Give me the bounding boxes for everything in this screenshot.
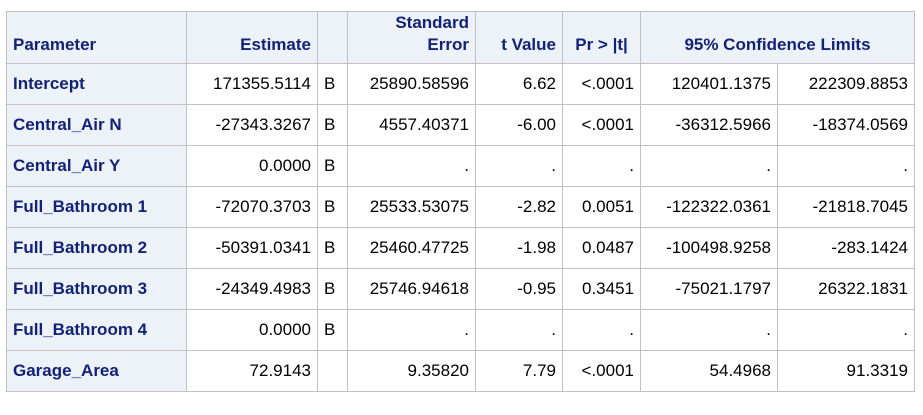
- cell-estimate: 171355.5114: [186, 63, 318, 105]
- cell-ci-lower: 120401.1375: [640, 63, 778, 105]
- header-std-error: Standard Error: [347, 11, 476, 64]
- table-row: Full_Bathroom 1 -72070.3703 B 25533.53075 -2…: [6, 186, 915, 228]
- row-parameter-label: Full_Bathroom 4: [6, 309, 187, 351]
- cell-estimate: 0.0000: [186, 309, 318, 351]
- cell-p-value: .: [562, 309, 641, 351]
- cell-estimate: -50391.0341: [186, 227, 318, 269]
- cell-t-value: -6.00: [475, 104, 563, 146]
- cell-p-value: 0.3451: [562, 268, 641, 310]
- cell-ci-upper: -283.1424: [777, 227, 915, 269]
- cell-t-value: -1.98: [475, 227, 563, 269]
- cell-std-error: 25533.53075: [347, 186, 476, 228]
- parameter-estimates-table: Parameter Estimate Standard Error t Value…: [6, 11, 915, 392]
- cell-ci-upper: -18374.0569: [777, 104, 915, 146]
- cell-std-error: .: [347, 145, 476, 187]
- cell-t-value: 6.62: [475, 63, 563, 105]
- cell-flag: B: [317, 104, 348, 146]
- header-confidence-limits: 95% Confidence Limits: [640, 11, 915, 64]
- cell-ci-upper: .: [777, 145, 915, 187]
- header-std-error-line1: Standard: [395, 13, 469, 32]
- cell-flag: B: [317, 268, 348, 310]
- cell-estimate: 0.0000: [186, 145, 318, 187]
- parameter-estimates-table-container: Parameter Estimate Standard Error t Value…: [6, 11, 915, 392]
- cell-ci-lower: 54.4968: [640, 350, 778, 392]
- cell-flag: B: [317, 227, 348, 269]
- row-parameter-label: Garage_Area: [6, 350, 187, 392]
- cell-ci-upper: -21818.7045: [777, 186, 915, 228]
- cell-p-value: 0.0487: [562, 227, 641, 269]
- header-flag: [317, 11, 348, 64]
- row-parameter-label: Full_Bathroom 3: [6, 268, 187, 310]
- cell-p-value: <.0001: [562, 104, 641, 146]
- table-row: Garage_Area 72.9143 9.35820 7.79 <.0001 54.49…: [6, 350, 915, 392]
- cell-t-value: -2.82: [475, 186, 563, 228]
- header-pr-t: Pr > |t|: [562, 11, 641, 64]
- cell-t-value: .: [475, 145, 563, 187]
- cell-p-value: <.0001: [562, 63, 641, 105]
- cell-ci-upper: .: [777, 309, 915, 351]
- cell-ci-upper: 222309.8853: [777, 63, 915, 105]
- cell-std-error: 25460.47725: [347, 227, 476, 269]
- table-row: Central_Air Y 0.0000 B.....: [6, 145, 915, 187]
- cell-ci-upper: 91.3319: [777, 350, 915, 392]
- header-parameter: Parameter: [6, 11, 187, 64]
- cell-ci-lower: -75021.1797: [640, 268, 778, 310]
- cell-std-error: 9.35820: [347, 350, 476, 392]
- table-row: Full_Bathroom 2 -50391.0341 B 25460.47725 -1…: [6, 227, 915, 269]
- cell-estimate: 72.9143: [186, 350, 318, 392]
- row-parameter-label: Full_Bathroom 2: [6, 227, 187, 269]
- row-parameter-label: Intercept: [6, 63, 187, 105]
- header-row: Parameter Estimate Standard Error t Value…: [6, 11, 915, 64]
- cell-ci-upper: 26322.1831: [777, 268, 915, 310]
- cell-p-value: .: [562, 145, 641, 187]
- table-row: Full_Bathroom 4 0.0000 B.....: [6, 309, 915, 351]
- cell-ci-lower: -100498.9258: [640, 227, 778, 269]
- cell-std-error: .: [347, 309, 476, 351]
- cell-flag: B: [317, 186, 348, 228]
- cell-ci-lower: .: [640, 145, 778, 187]
- cell-ci-lower: .: [640, 309, 778, 351]
- header-std-error-line2: Error: [427, 35, 469, 54]
- row-parameter-label: Central_Air N: [6, 104, 187, 146]
- cell-flag: [317, 350, 348, 392]
- cell-std-error: 25746.94618: [347, 268, 476, 310]
- table-row: Full_Bathroom 3 -24349.4983 B 25746.94618 -0…: [6, 268, 915, 310]
- cell-std-error: 4557.40371: [347, 104, 476, 146]
- cell-flag: B: [317, 145, 348, 187]
- cell-flag: B: [317, 309, 348, 351]
- cell-t-value: -0.95: [475, 268, 563, 310]
- cell-ci-lower: -36312.5966: [640, 104, 778, 146]
- cell-std-error: 25890.58596: [347, 63, 476, 105]
- cell-ci-lower: -122322.0361: [640, 186, 778, 228]
- cell-estimate: -27343.3267: [186, 104, 318, 146]
- cell-p-value: 0.0051: [562, 186, 641, 228]
- cell-estimate: -72070.3703: [186, 186, 318, 228]
- cell-flag: B: [317, 63, 348, 105]
- row-parameter-label: Full_Bathroom 1: [6, 186, 187, 228]
- header-t-value: t Value: [475, 11, 563, 64]
- cell-estimate: -24349.4983: [186, 268, 318, 310]
- table-row: Intercept 171355.5114 B 25890.58596 6.62 <.00…: [6, 63, 915, 105]
- cell-p-value: <.0001: [562, 350, 641, 392]
- header-estimate: Estimate: [186, 11, 318, 64]
- cell-t-value: .: [475, 309, 563, 351]
- table-row: Central_Air N -27343.3267 B 4557.40371 -6.00…: [6, 104, 915, 146]
- row-parameter-label: Central_Air Y: [6, 145, 187, 187]
- cell-t-value: 7.79: [475, 350, 563, 392]
